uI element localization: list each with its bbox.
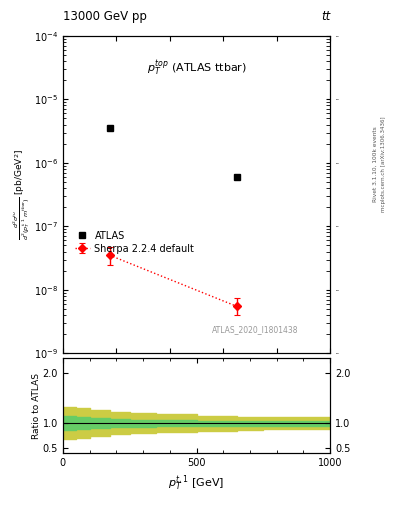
- Text: Rivet 3.1.10, 100k events: Rivet 3.1.10, 100k events: [373, 126, 378, 202]
- Y-axis label: Ratio to ATLAS: Ratio to ATLAS: [32, 373, 41, 439]
- Y-axis label: $\frac{d^2\sigma^{tu}}{d^2(p_T^{t,1}\ m^{tbar})}$ [pb/GeV$^2$]: $\frac{d^2\sigma^{tu}}{d^2(p_T^{t,1}\ m^…: [11, 149, 33, 240]
- ATLAS: [234, 174, 239, 180]
- X-axis label: $p_T^{t,1}$ [GeV]: $p_T^{t,1}$ [GeV]: [168, 474, 225, 494]
- Text: mcplots.cern.ch [arXiv:1306.3436]: mcplots.cern.ch [arXiv:1306.3436]: [381, 116, 386, 211]
- Text: 13000 GeV pp: 13000 GeV pp: [63, 10, 147, 23]
- Legend: ATLAS, Sherpa 2.2.4 default: ATLAS, Sherpa 2.2.4 default: [73, 229, 196, 255]
- Text: $p_T^{top}$ (ATLAS ttbar): $p_T^{top}$ (ATLAS ttbar): [147, 58, 246, 78]
- Text: tt: tt: [321, 10, 330, 23]
- Text: ATLAS_2020_I1801438: ATLAS_2020_I1801438: [212, 325, 299, 334]
- ATLAS: [107, 125, 112, 132]
- Line: ATLAS: ATLAS: [106, 125, 240, 180]
